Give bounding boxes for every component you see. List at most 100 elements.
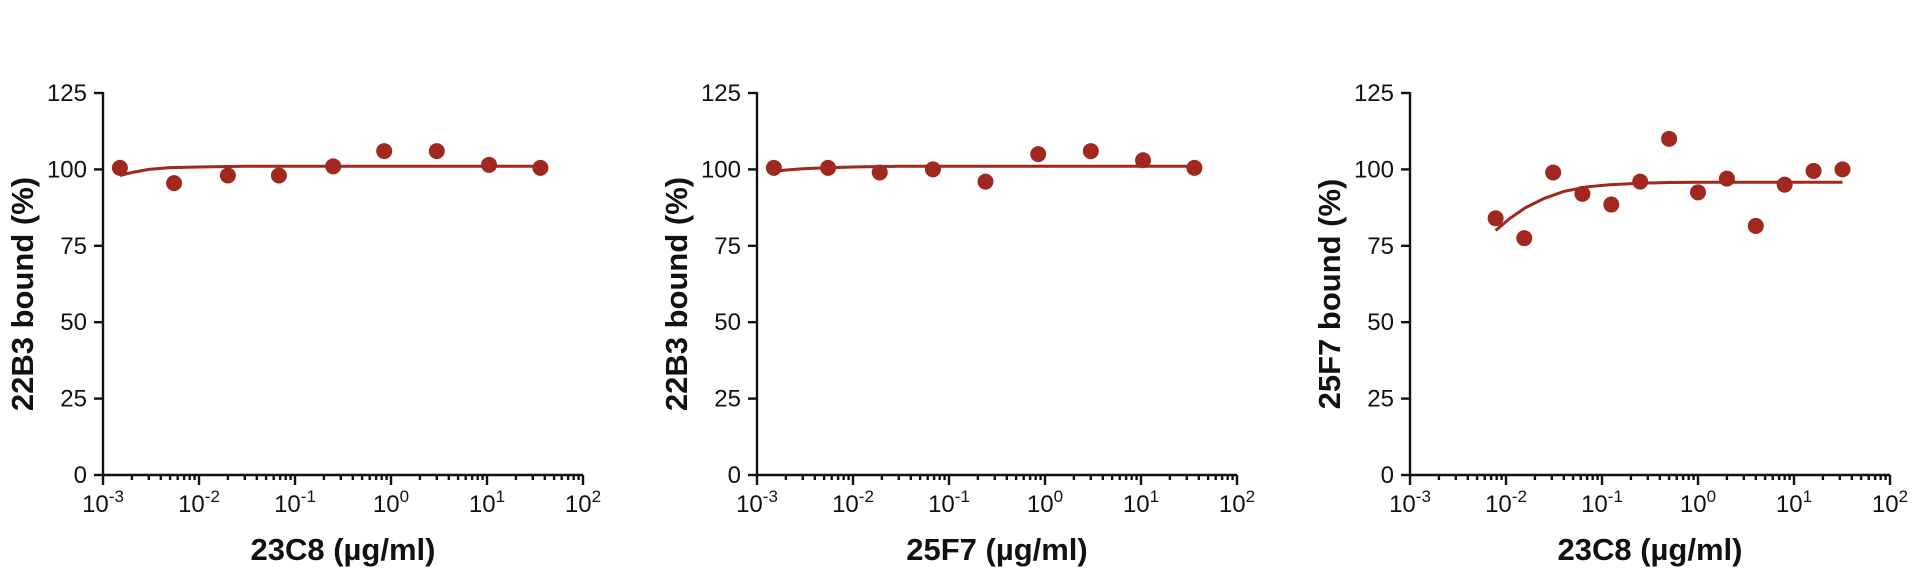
x-tick-exponent: -3 [1416,487,1431,506]
x-axis-title: 23C8 (µg/ml) [1558,532,1743,567]
x-tick-exponent: -1 [955,487,970,506]
x-tick-exponent: -2 [205,487,220,506]
x-tick-exponent: 1 [1150,487,1159,506]
data-point [1805,162,1822,179]
data-point [532,159,549,176]
x-tick-base: 10 [82,491,109,518]
data-point [1030,146,1047,163]
y-tick-label: 0 [1381,462,1394,489]
x-tick-exponent: 2 [592,487,601,506]
y-tick-label: 125 [701,80,741,107]
data-point [270,167,287,184]
y-tick-label: 100 [47,156,87,183]
x-tick-base: 10 [178,491,205,518]
x-tick-base: 10 [1485,491,1512,518]
x-tick-exponent: 0 [1054,487,1063,506]
data-point [1603,196,1620,213]
data-point [325,158,342,175]
x-tick-base: 10 [1581,491,1608,518]
x-tick-base: 10 [1776,491,1803,518]
x-tick-label: 10-3 [82,487,124,518]
x-tick-base: 10 [1680,491,1707,518]
data-point [924,161,941,178]
x-tick-label: 101 [469,487,505,518]
x-tick-label: 102 [565,487,601,518]
x-tick-base: 10 [736,491,763,518]
x-tick-exponent: 2 [1246,487,1255,506]
data-point [1516,230,1533,247]
y-tick-label: 100 [701,156,741,183]
x-tick-exponent: -1 [301,487,316,506]
x-tick-label: 102 [1219,487,1255,518]
x-axis-title: 25F7 (µg/ml) [906,532,1088,567]
x-tick-exponent: 1 [496,487,505,506]
x-tick-exponent: -1 [1608,487,1623,506]
y-tick-label: 50 [60,309,87,336]
x-tick-label: 10-1 [1581,487,1623,518]
x-tick-label: 10-3 [1389,487,1431,518]
y-tick-label: 25 [714,386,741,413]
x-tick-base: 10 [274,491,301,518]
x-tick-label: 101 [1123,487,1159,518]
data-point [1082,143,1099,160]
y-axis-title: 25F7 bound (%) [1312,179,1347,410]
data-point [481,156,498,173]
x-axis-title: 23C8 (µg/ml) [251,532,436,567]
x-tick-label: 10-1 [928,487,970,518]
y-tick-label: 75 [60,233,87,260]
x-tick-exponent: -2 [859,487,874,506]
x-tick-label: 100 [373,487,409,518]
x-tick-base: 10 [1123,491,1150,518]
fit-curve [1494,180,1843,232]
data-point [1487,210,1504,227]
data-point [1690,184,1706,201]
fit-curve [119,164,541,177]
data-point [1574,185,1591,202]
data-point [1135,152,1152,169]
data-point [765,159,782,176]
data-point [1186,159,1203,176]
x-tick-exponent: 1 [1803,487,1812,506]
x-tick-base: 10 [928,491,955,518]
y-axis-title: 22B3 bound (%) [5,177,40,411]
data-point [871,164,888,181]
y-tick-label: 125 [47,80,87,107]
y-tick-label: 75 [1367,233,1394,260]
data-point [1747,217,1764,234]
data-point [428,143,445,160]
data-point [1776,176,1793,193]
x-tick-exponent: -2 [1512,487,1527,506]
y-tick-label: 50 [714,309,741,336]
x-tick-base: 10 [373,491,400,518]
x-tick-label: 10-1 [274,487,316,518]
x-tick-exponent: -3 [763,487,778,506]
x-tick-label: 10-2 [178,487,220,518]
x-tick-base: 10 [832,491,859,518]
data-point [1545,164,1562,181]
x-tick-label: 100 [1027,487,1063,518]
x-tick-label: 100 [1680,487,1716,518]
x-tick-base: 10 [1219,491,1246,518]
x-tick-label: 101 [1776,487,1812,518]
y-tick-label: 100 [1354,156,1394,183]
x-tick-base: 10 [469,491,496,518]
x-tick-label: 10-3 [736,487,778,518]
x-tick-label: 10-2 [832,487,874,518]
x-tick-base: 10 [1027,491,1054,518]
y-tick-label: 75 [714,233,741,260]
data-point [1834,161,1851,178]
x-tick-exponent: 0 [400,487,409,506]
y-tick-label: 0 [74,462,87,489]
x-tick-exponent: 0 [1707,487,1716,506]
y-axis-title: 22B3 bound (%) [659,177,694,411]
data-point [820,159,837,176]
data-point [1632,173,1649,190]
y-tick-label: 25 [1367,386,1394,413]
data-point [1661,130,1678,147]
y-tick-label: 25 [60,386,87,413]
y-tick-label: 50 [1367,309,1394,336]
